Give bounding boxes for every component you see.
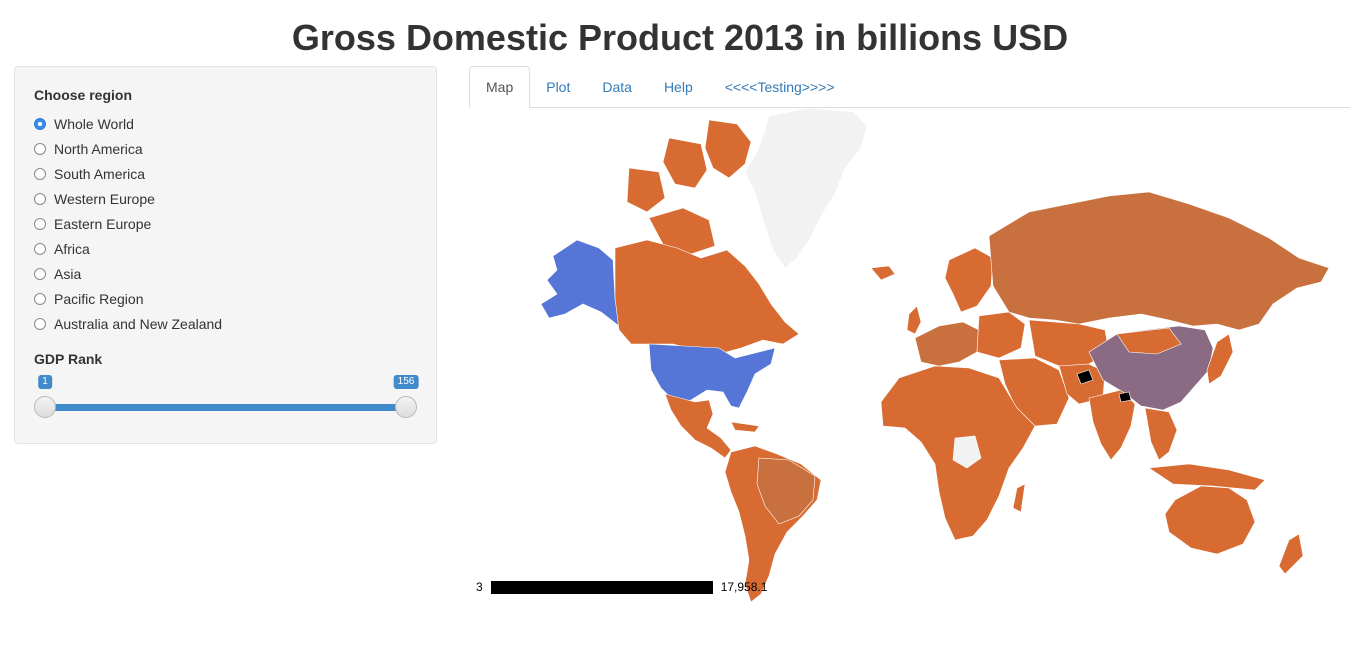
- radio-button[interactable]: [34, 292, 46, 305]
- radio-label: Asia: [54, 265, 82, 282]
- country-uk[interactable]: [906, 305, 922, 335]
- country-western-europe[interactable]: [914, 321, 980, 367]
- radio-label: Pacific Region: [54, 290, 144, 307]
- radio-button[interactable]: [34, 217, 46, 230]
- radio-label: Whole World: [54, 115, 134, 132]
- radio-button[interactable]: [34, 192, 46, 205]
- slider-handle-min[interactable]: [34, 396, 56, 418]
- country-japan[interactable]: [1206, 333, 1234, 385]
- tab-map[interactable]: Map: [469, 66, 531, 108]
- country-indonesia[interactable]: [1148, 463, 1266, 491]
- country-greenland[interactable]: [744, 108, 868, 269]
- radio-button[interactable]: [34, 267, 46, 280]
- country-highlight-max[interactable]: [1118, 391, 1132, 403]
- country-madagascar[interactable]: [1012, 483, 1026, 513]
- sidebar-panel: Choose region Whole World North America …: [14, 66, 437, 444]
- country-highlight-max[interactable]: [1076, 369, 1094, 385]
- country-no-data[interactable]: [952, 435, 982, 469]
- country-middle-east[interactable]: [998, 357, 1070, 427]
- legend-max-label: 17,958.1: [720, 580, 768, 594]
- country-southeast-asia[interactable]: [1144, 407, 1178, 461]
- country-iceland[interactable]: [870, 265, 896, 281]
- radio-western-europe[interactable]: Western Europe: [34, 186, 417, 211]
- country-canada-islands[interactable]: [704, 119, 752, 179]
- tab-bar: Map Plot Data Help <<<<Testing>>>>: [469, 66, 1350, 108]
- slider-track[interactable]: [44, 404, 407, 411]
- country-russia[interactable]: [988, 191, 1330, 331]
- world-map[interactable]: [469, 108, 1350, 608]
- radio-asia[interactable]: Asia: [34, 261, 417, 286]
- region-radio-group: Whole World North America South America …: [34, 111, 417, 336]
- radio-label: Africa: [54, 240, 90, 257]
- country-canada-islands[interactable]: [626, 167, 666, 213]
- country-australia[interactable]: [1164, 485, 1256, 555]
- radio-button[interactable]: [34, 317, 46, 330]
- country-brazil[interactable]: [756, 457, 816, 525]
- legend-min-label: 3: [476, 580, 483, 594]
- radio-button[interactable]: [34, 242, 46, 255]
- tab-testing[interactable]: <<<<Testing>>>>: [724, 79, 835, 95]
- world-map-svg[interactable]: [469, 108, 1350, 608]
- slider-max-value: 156: [393, 375, 419, 389]
- radio-button[interactable]: [34, 117, 46, 130]
- radio-pacific-region[interactable]: Pacific Region: [34, 286, 417, 311]
- radio-south-america[interactable]: South America: [34, 161, 417, 186]
- radio-australia-new-zealand[interactable]: Australia and New Zealand: [34, 311, 417, 336]
- tab-plot[interactable]: Plot: [546, 79, 571, 95]
- gdp-rank-label: GDP Rank: [34, 351, 103, 367]
- radio-label: Eastern Europe: [54, 215, 152, 232]
- country-usa-alaska[interactable]: [540, 239, 626, 327]
- country-mexico[interactable]: [664, 393, 732, 459]
- slider-handle-max[interactable]: [395, 396, 417, 418]
- country-canada[interactable]: [614, 239, 800, 355]
- country-canada-islands[interactable]: [662, 137, 708, 189]
- radio-africa[interactable]: Africa: [34, 236, 417, 261]
- legend-color-bar: [490, 580, 713, 594]
- radio-button[interactable]: [34, 167, 46, 180]
- tab-help[interactable]: Help: [663, 79, 693, 95]
- radio-button[interactable]: [34, 142, 46, 155]
- country-new-zealand[interactable]: [1278, 533, 1304, 575]
- color-legend: 3 17,958.1: [476, 579, 767, 595]
- radio-label: South America: [54, 165, 146, 182]
- country-mongolia[interactable]: [1116, 327, 1182, 355]
- tab-data[interactable]: Data: [602, 79, 632, 95]
- country-eastern-europe[interactable]: [976, 311, 1026, 359]
- radio-eastern-europe[interactable]: Eastern Europe: [34, 211, 417, 236]
- country-cuba[interactable]: [730, 421, 760, 433]
- gdp-rank-slider[interactable]: 1 156: [34, 375, 419, 425]
- radio-whole-world[interactable]: Whole World: [34, 111, 417, 136]
- region-label: Choose region: [34, 87, 133, 103]
- radio-label: Australia and New Zealand: [54, 315, 223, 332]
- radio-label: North America: [54, 140, 143, 157]
- radio-north-america[interactable]: North America: [34, 136, 417, 161]
- radio-label: Western Europe: [54, 190, 155, 207]
- slider-min-value: 1: [38, 375, 52, 389]
- page-title: Gross Domestic Product 2013 in billions …: [291, 17, 1069, 58]
- country-scandinavia[interactable]: [944, 247, 994, 313]
